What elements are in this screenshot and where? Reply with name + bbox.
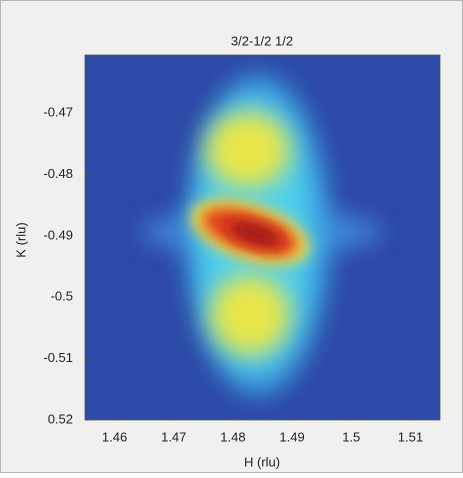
heatmap-image [85,55,440,420]
y-tick-label: -0.5 [51,289,73,304]
x-axis-label: H (rlu) [244,454,280,469]
plot-border [84,54,441,421]
chart-title: 3/2-1/2 1/2 [231,33,293,48]
y-tick-label: 0.52 [48,411,73,426]
y-tick-label: -0.47 [43,105,73,120]
y-axis-label: K (rlu) [13,222,28,257]
y-tick-label: -0.49 [43,227,73,242]
x-tick-label: 1.51 [398,429,423,444]
x-tick-label: 1.48 [220,429,245,444]
x-tick-label: 1.47 [161,429,186,444]
y-tick-label: -0.48 [43,166,73,181]
x-tick-label: 1.46 [102,429,127,444]
x-tick-label: 1.49 [279,429,304,444]
x-tick-label: 1.5 [342,429,360,444]
y-tick-label: -0.51 [43,350,73,365]
